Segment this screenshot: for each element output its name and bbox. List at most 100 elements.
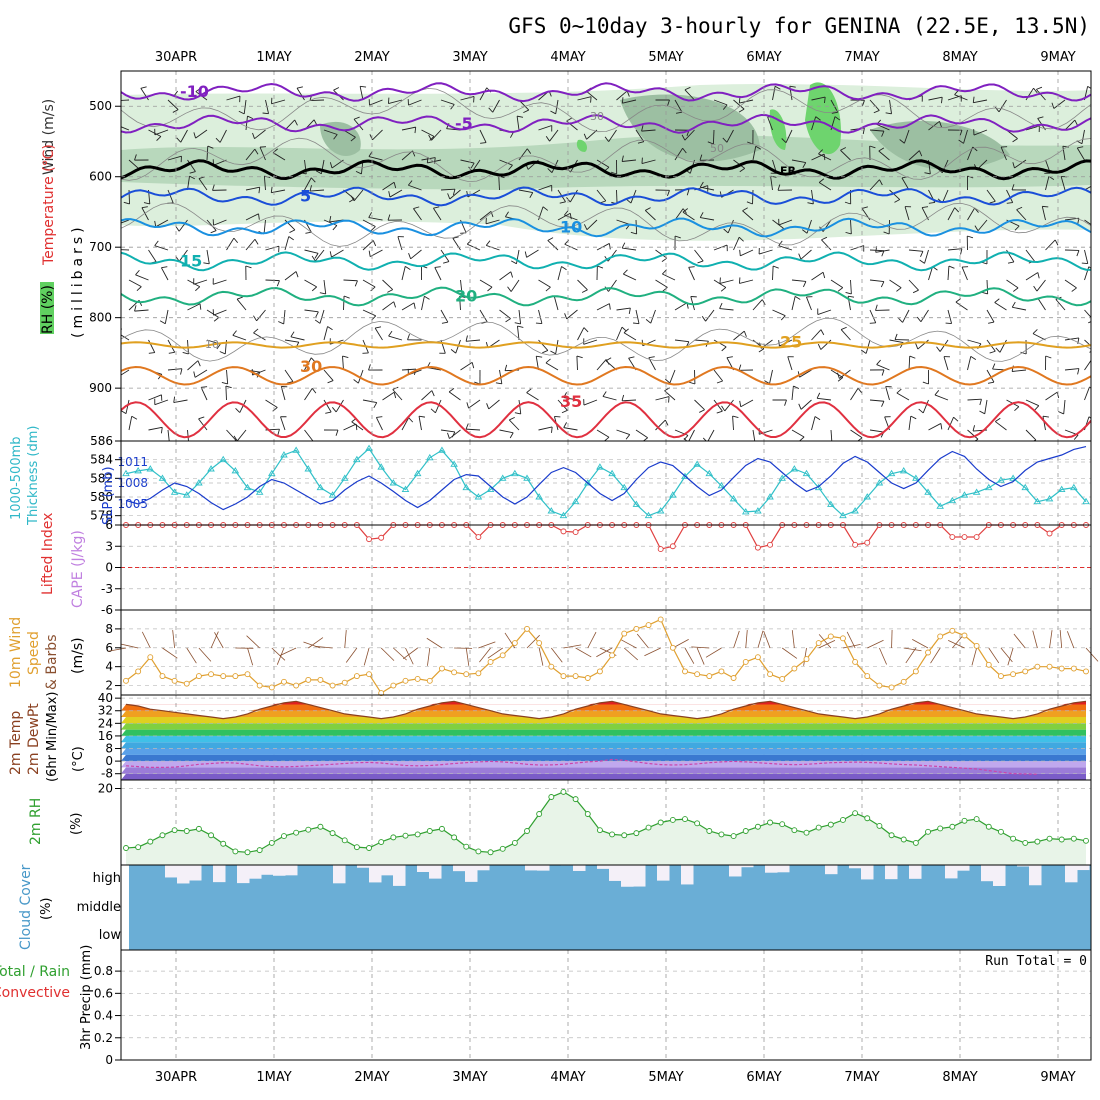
wind-barb	[488, 399, 500, 410]
series-point-Lifted Index	[767, 541, 774, 548]
wind10m-label-1: 10m Wind	[8, 617, 24, 688]
wind-barb-flag	[953, 416, 959, 422]
temp-contour-35	[121, 401, 1091, 439]
tick-label-16: 16	[98, 729, 113, 743]
wind10m-barb	[696, 647, 705, 665]
wind-barb-flag	[1037, 116, 1044, 119]
wind-barb	[245, 148, 256, 161]
wind-barb-flag	[689, 381, 696, 385]
series-point-2m RH	[256, 847, 263, 854]
wind-barb-flag	[413, 302, 416, 309]
wind-barb-flag	[376, 416, 383, 418]
wind10m-barb	[930, 647, 941, 664]
series-point-Thickness	[280, 451, 288, 458]
wind-barb-flag	[722, 137, 728, 143]
wind-barb-flag	[370, 286, 376, 292]
wind-barb-flag	[723, 228, 729, 234]
wind-barb	[648, 357, 656, 371]
series-point-2m RH	[1046, 835, 1053, 842]
wind-barb-flag	[136, 286, 142, 292]
wind-barb	[742, 210, 754, 221]
series-point-10m Wind Speed	[1022, 668, 1029, 675]
wind-barb-flag	[883, 231, 890, 235]
wind-barb	[758, 249, 773, 255]
wind-barb-flag	[368, 250, 371, 257]
cloud-gap	[1077, 865, 1090, 871]
wind-barb	[315, 249, 325, 262]
wind-barb	[869, 309, 877, 323]
wind-barb	[382, 279, 393, 290]
series-point-2m RH	[596, 827, 603, 834]
wind-barb	[1006, 189, 1014, 203]
wind-barb-flag	[909, 355, 916, 359]
series-point-Thickness	[827, 500, 835, 507]
series-point-Thickness	[972, 488, 981, 495]
wind-barb	[903, 129, 910, 144]
wind-barb-flag	[862, 128, 865, 135]
series-line-Lifted Index	[126, 524, 1086, 550]
chart-title: GFS 0~10day 3-hourly for GENINA (22.5E, …	[508, 14, 1090, 38]
wind-barb-flag	[470, 162, 475, 169]
wind-barb-flag	[916, 316, 922, 323]
series-point-10m Wind Speed	[147, 654, 154, 661]
series-point-Thickness	[644, 511, 653, 519]
wind-barb-flag	[327, 380, 334, 384]
wind-barb	[479, 129, 487, 143]
wind-barb-flag	[434, 266, 441, 268]
wind-barb-flag	[1032, 439, 1037, 441]
wind-barb-flag	[604, 436, 610, 441]
wind-barb	[602, 396, 617, 401]
series-point-2m RH	[669, 817, 676, 823]
wind-barb-flag	[816, 392, 821, 399]
wind-barb-flag	[1033, 285, 1038, 292]
wind-barb	[121, 219, 130, 224]
wind-barb-flag	[683, 437, 688, 441]
series-point-10m Wind Speed	[183, 680, 190, 687]
wind-barb	[518, 399, 522, 414]
wind-barb	[263, 176, 266, 191]
wind-barb	[388, 335, 403, 341]
wind-barb-flag	[848, 295, 855, 298]
wind-barb-flag	[815, 116, 821, 121]
series-point-2m RH	[682, 816, 688, 823]
wind-barb	[256, 309, 266, 322]
wind-barb-flag	[459, 295, 466, 299]
top-date-1MAY: 1MAY	[256, 50, 291, 65]
wind-barb-flag	[1006, 202, 1013, 204]
wind10m-barb	[733, 630, 740, 649]
wind-barb	[440, 188, 456, 191]
wind-barb-flag	[746, 201, 753, 205]
wind-barb-flag	[1042, 205, 1049, 208]
wind-barb	[304, 388, 313, 401]
tick-label--3: -3	[101, 582, 113, 596]
wind-barb-flag	[955, 298, 961, 303]
wind-barb-flag	[600, 200, 606, 204]
wind-barb-flag	[970, 356, 977, 360]
series-point-2m RH	[536, 811, 543, 817]
series-point-2m RH	[451, 834, 458, 841]
wind-barb	[984, 399, 988, 414]
wind-barb	[397, 236, 403, 251]
wind-barb	[622, 247, 637, 251]
series-point-2m RH	[888, 832, 895, 839]
wind-barb-flag	[452, 189, 456, 196]
wind-barb-flag	[134, 154, 137, 161]
wind-barb	[800, 399, 812, 410]
series-point-Lifted Index	[669, 543, 676, 550]
wind10m-barb	[644, 647, 661, 657]
wind-barb	[557, 266, 562, 281]
series-point-Thickness	[158, 474, 167, 481]
cloud-gap	[777, 865, 790, 873]
wind-barb	[557, 212, 571, 221]
wind-barb-flag	[407, 334, 410, 340]
series-point-10m Wind Speed	[718, 668, 725, 675]
rh-contour-label-50: 50	[710, 142, 724, 155]
wind-barb	[769, 369, 773, 384]
wind-barb-flag	[314, 319, 321, 324]
wind-barb-flag	[621, 155, 624, 162]
series-point-10m Wind Speed	[669, 644, 676, 651]
wind-barb	[669, 369, 676, 384]
wind-barb	[418, 416, 422, 431]
wind-barb	[805, 296, 812, 311]
wind-barb-flag	[154, 220, 157, 227]
